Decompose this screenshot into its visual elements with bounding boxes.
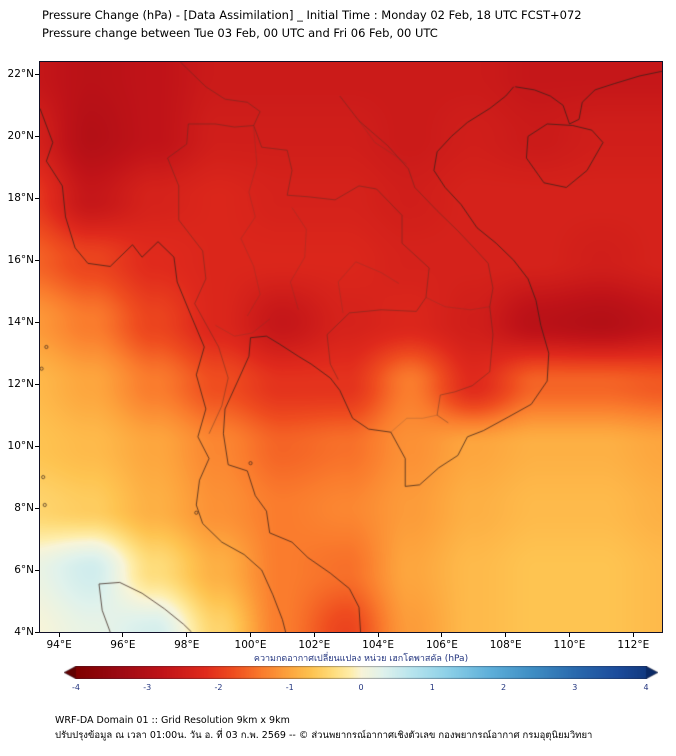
x-axis-tick-label: 102°E (298, 639, 331, 651)
x-axis-tick-label: 110°E (553, 639, 586, 651)
colorbar-tick-label: -2 (214, 683, 223, 692)
header: Pressure Change (hPa) - [Data Assimilati… (42, 6, 582, 42)
y-axis-tick-label: 6°N (14, 564, 34, 577)
y-axis-tick-label: 22°N (7, 68, 34, 81)
page-subtitle: Pressure change between Tue 03 Feb, 00 U… (42, 26, 438, 40)
page-title: Pressure Change (hPa) - [Data Assimilati… (42, 8, 582, 22)
x-axis-tick-mark (441, 633, 443, 637)
pressure-change-map-canvas (40, 62, 662, 632)
x-axis-tick-mark (313, 633, 315, 637)
footer-domain-info: WRF-DA Domain 01 :: Grid Resolution 9km … (55, 715, 290, 726)
colorbar-tick-label: -1 (285, 683, 294, 692)
colorbar-canvas (64, 666, 658, 679)
y-axis-tick-label: 16°N (7, 254, 34, 267)
x-axis-tick-label: 100°E (234, 639, 267, 651)
x-axis-tick-mark (250, 633, 252, 637)
x-axis-tick-label: 98°E (174, 639, 200, 651)
x-axis-tick-label: 96°E (110, 639, 136, 651)
x-axis-tick-mark (186, 633, 188, 637)
y-axis-tick-label: 10°N (7, 440, 34, 453)
footer: WRF-DA Domain 01 :: Grid Resolution 9km … (55, 714, 592, 743)
x-axis-tick-mark (58, 633, 60, 637)
y-axis-tick-label: 18°N (7, 192, 34, 205)
y-axis-tick-label: 8°N (14, 502, 34, 515)
colorbar-label: ความกดอากาศเปลี่ยนแปลง หน่วย เฮกโตพาสคัล… (253, 654, 469, 664)
y-axis-tick-label: 4°N (14, 626, 34, 638)
x-axis-tick-label: 106°E (425, 639, 458, 651)
footer-update-info: ปรับปรุงข้อมูล ณ เวลา 01:00น. วัน อ. ที่… (55, 729, 593, 741)
x-axis-tick-mark (568, 633, 570, 637)
colorbar-tick-label: 0 (358, 683, 364, 692)
x-axis-tick-mark (632, 633, 634, 637)
colorbar-tick-label: 3 (572, 683, 578, 692)
x-axis-tick-label: 94°E (46, 639, 72, 651)
colorbar-tick-label: 4 (643, 683, 649, 692)
x-axis-tick-mark (122, 633, 124, 637)
x-axis-tick-label: 104°E (362, 639, 395, 651)
map-frame (39, 61, 663, 633)
colorbar-tick-label: 1 (429, 683, 435, 692)
x-axis-tick-label: 112°E (617, 639, 650, 651)
y-axis-tick-label: 20°N (7, 130, 34, 143)
y-axis-tick-label: 14°N (7, 316, 34, 329)
y-axis-tick-label: 12°N (7, 378, 34, 391)
colorbar-tick-label: -3 (143, 683, 152, 692)
colorbar-tick-label: 2 (500, 683, 507, 692)
x-axis-tick-label: 108°E (489, 639, 522, 651)
x-axis-tick-mark (505, 633, 507, 637)
x-axis-tick-mark (377, 633, 379, 637)
colorbar-tick-label: -4 (72, 683, 80, 692)
